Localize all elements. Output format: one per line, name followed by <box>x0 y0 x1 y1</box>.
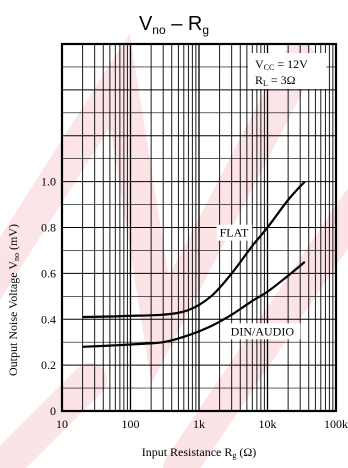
tick-labels: 10 100 1k 10k 100k 0 0.2 0.4 0.6 0.8 1.0 <box>41 175 348 431</box>
watermark-stroke-1 <box>0 33 317 384</box>
watermark-stroke-3 <box>0 363 107 468</box>
x-tick-label: 100k <box>324 417 348 431</box>
condition-rl: RL = 3Ω <box>255 73 296 88</box>
y-tick-label: 0.4 <box>41 312 56 326</box>
series-line-flat <box>82 180 306 319</box>
series-label-background <box>227 323 301 340</box>
series-line-din-audio <box>82 261 306 348</box>
y-axis-label: Output Noise Voltage Vno (mV) <box>6 224 21 376</box>
y-tick-label: 0.6 <box>41 266 56 280</box>
condition-vcc: VCC = 12V <box>255 57 308 72</box>
x-tick-label: 10 <box>56 417 68 431</box>
series-lines <box>82 180 306 348</box>
conditions-background <box>248 53 326 89</box>
y-tick-label: 0 <box>50 404 56 418</box>
chart-title: Vno – Rg <box>139 13 209 37</box>
x-tick-label: 1k <box>193 417 205 431</box>
plot-frame <box>60 42 338 413</box>
series-label-flat: FLAT <box>220 226 249 240</box>
conditions-box: VCC = 12V RL = 3Ω <box>248 53 326 89</box>
series-label-din-audio: DIN/AUDIO <box>231 324 295 338</box>
series-labels: FLAT DIN/AUDIO <box>216 224 301 340</box>
y-tick-label: 0.2 <box>41 358 56 372</box>
x-tick-label: 10k <box>259 417 277 431</box>
series-label-background <box>216 224 253 241</box>
x-axis-label: Input Resistance Rg (Ω) <box>142 445 257 460</box>
y-tick-label: 1.0 <box>41 175 56 189</box>
y-tick-label: 0.8 <box>41 221 56 235</box>
x-tick-label: 100 <box>122 417 140 431</box>
